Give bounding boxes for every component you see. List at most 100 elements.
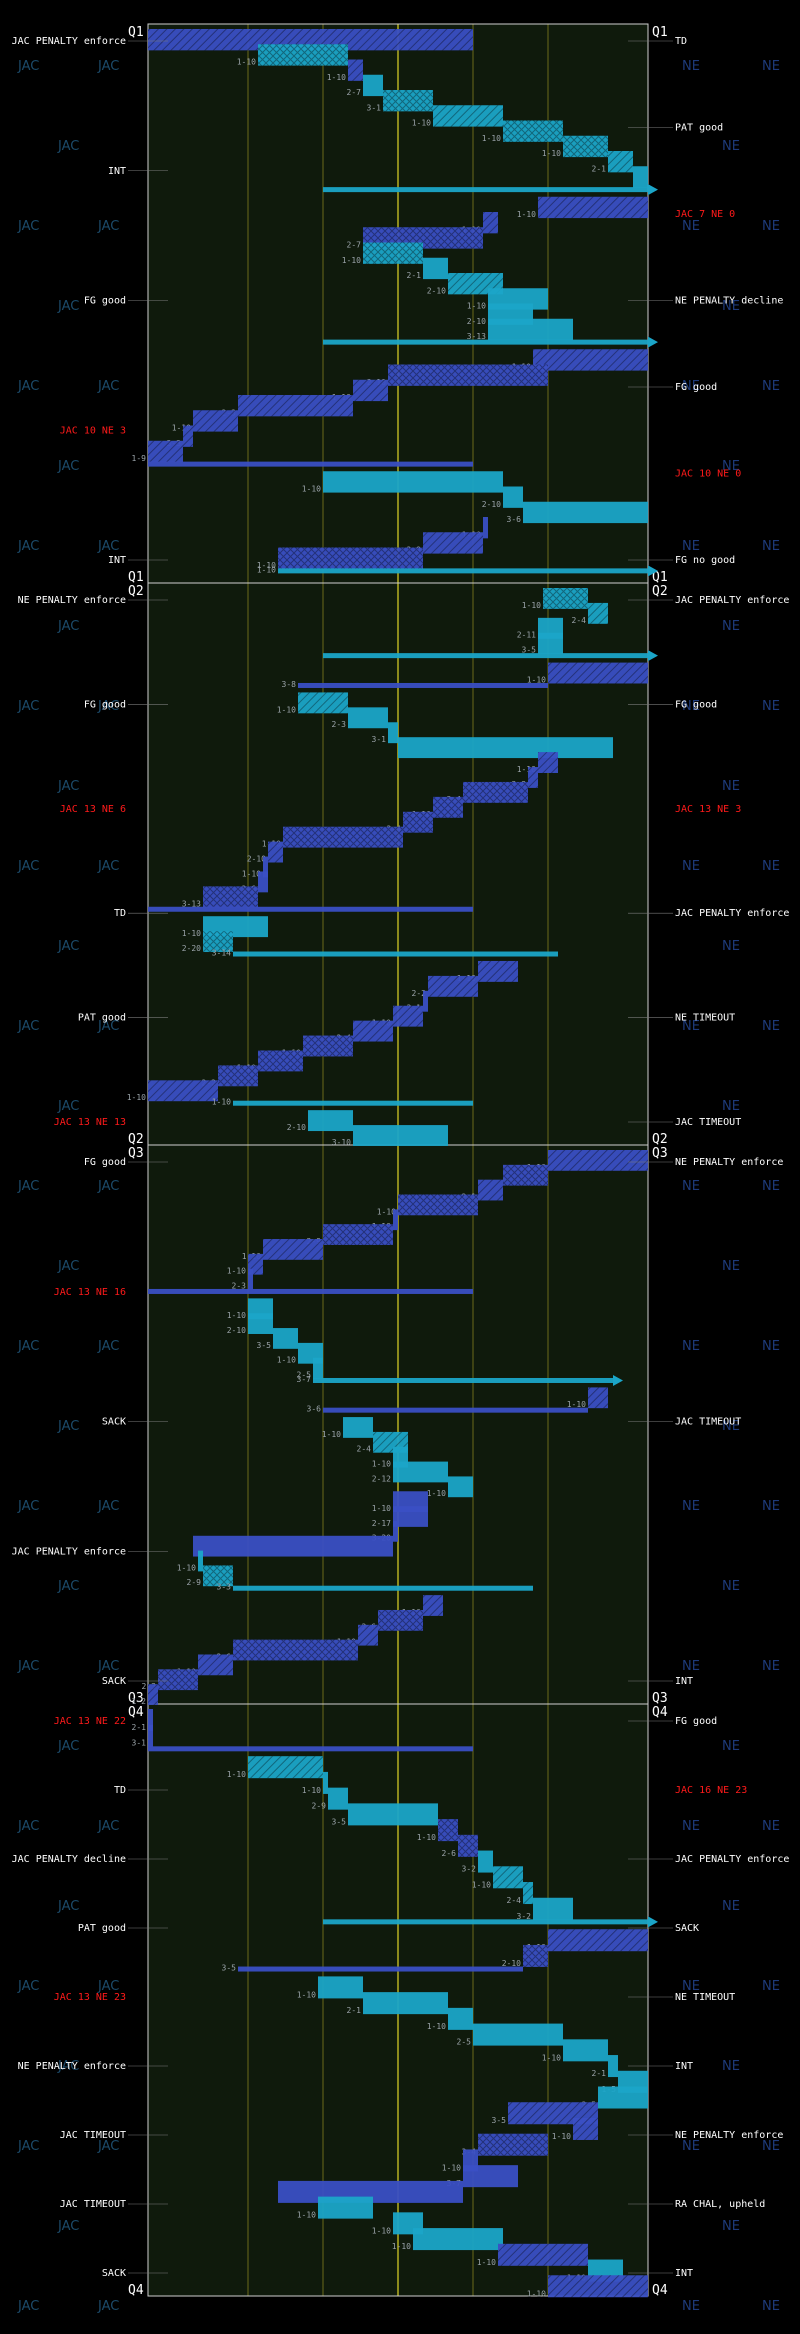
note-left: TD (114, 1785, 126, 1796)
drive-bar-jac (423, 257, 448, 280)
down-distance-label: 3-5 (492, 2116, 507, 2125)
field-border (147, 1703, 649, 2297)
watermark-ne: NE (722, 1419, 740, 1434)
watermark-jac: JAC (57, 1419, 79, 1434)
quarter-label-bottom: Q2 (128, 1132, 144, 1147)
quarter-label-bottom: Q1 (652, 570, 668, 585)
drive-arrowhead (648, 1916, 658, 1928)
down-distance-label: 2-6 (442, 1849, 457, 1858)
down-distance-label: 1-10 (377, 1207, 396, 1216)
down-distance-label: 3-10 (332, 1138, 351, 1147)
down-distance-label: 1-10 (567, 1400, 586, 1409)
drive-bar-ne (393, 1520, 398, 1542)
down-distance-label: 2-7 (347, 88, 362, 97)
watermark-ne: NE (682, 1179, 700, 1194)
watermark-jac: JAC (17, 1979, 39, 1994)
down-distance-label: 2-1 (407, 271, 422, 280)
drive-bar-pattern (258, 1050, 303, 1072)
drive-bar-pattern (548, 2275, 648, 2298)
drive-bar-ne (393, 1506, 428, 1527)
drive-bar-pattern (193, 410, 238, 432)
note-left: JAC PENALTY enforce (12, 1546, 126, 1557)
drive-bar-pattern (543, 588, 588, 609)
note-right: JAC PENALTY enforce (675, 1854, 789, 1865)
watermark-ne: NE (722, 1739, 740, 1754)
down-distance-label: 1-10 (517, 210, 536, 219)
down-distance-label: 1-10 (177, 1563, 196, 1572)
drive-bar-pattern (258, 44, 348, 66)
down-distance-label: 3-6 (507, 515, 522, 524)
down-distance-label: 1-10 (342, 256, 361, 265)
down-distance-label: 1-10 (392, 2242, 411, 2251)
down-distance-label: 2-20 (182, 944, 201, 953)
down-distance-label: 3-2 (517, 1912, 532, 1921)
down-distance-label: 1-10 (477, 2258, 496, 2267)
drive-bar-ne (193, 1535, 393, 1557)
down-distance-label: 1-10 (472, 1880, 491, 1889)
watermark-jac: JAC (97, 1819, 119, 1834)
quarter-label-top: Q2 (128, 584, 144, 599)
down-distance-label: 1-10 (172, 424, 191, 433)
drive-bar-pattern (158, 1669, 198, 1691)
watermark-ne: NE (682, 219, 700, 234)
down-distance-label: 1-10 (442, 2163, 461, 2172)
note-right: FG good (675, 382, 717, 393)
drive-bar-pattern (148, 440, 183, 463)
quarter-label-bottom: Q2 (652, 1132, 668, 1147)
note-right: INT (675, 1676, 693, 1687)
watermark-jac: JAC (97, 699, 119, 714)
down-distance-label: 1-10 (542, 149, 561, 158)
watermark-ne: NE (682, 2139, 700, 2154)
note-right: INT (675, 2268, 693, 2279)
drive-bar-pattern (403, 811, 433, 833)
team-watermarks: JAC JAC NE NE JAC NE JAC JAC NE NE JAC NE JAC JAC NE NE… (17, 59, 780, 2314)
drive-bar-jac (233, 951, 558, 957)
drive-bar-ne (298, 682, 548, 688)
watermark-jac: JAC (57, 779, 79, 794)
watermark-ne: NE (762, 219, 780, 234)
watermark-jac: JAC (97, 219, 119, 234)
drive-bar-pattern (463, 781, 528, 803)
note-left: NE PENALTY enforce (18, 595, 126, 606)
drive-bar-jac (448, 2007, 473, 2030)
drive-bar-pattern (528, 767, 538, 788)
down-distance-label: 2-10 (467, 317, 486, 326)
drive-bar-pattern (263, 1239, 323, 1260)
note-left: SACK (102, 1676, 126, 1687)
drive-bar-jac (388, 722, 398, 744)
drive-bar-pattern (563, 135, 608, 158)
drive-bar-pattern (438, 1819, 458, 1842)
drive-bar-jac (488, 318, 573, 341)
drive-bar-pattern (323, 1224, 393, 1245)
drive-bar-pattern (493, 1866, 523, 1889)
watermark-ne: NE (682, 1499, 700, 1514)
drive-bar-pattern (233, 1639, 358, 1661)
note-left: JAC PENALTY decline (12, 1854, 126, 1865)
drive-bar-pattern (548, 1150, 648, 1171)
quarter-label-bottom: Q4 (652, 2283, 668, 2298)
down-distance-label: 2-4 (357, 1445, 372, 1454)
watermark-jac: JAC (17, 1499, 39, 1514)
drive-bar-pattern (148, 29, 473, 51)
down-distance-label: 3-13 (467, 332, 486, 341)
watermark-jac: JAC (57, 1899, 79, 1914)
note-left: JAC 13 NE 13 (54, 1117, 126, 1128)
drive-bar-jac (323, 653, 648, 659)
note-right: FG good (675, 699, 717, 710)
drive-bar-jac (538, 632, 563, 654)
down-distance-label: 2-10 (247, 855, 266, 864)
down-distance-label: 1-10 (372, 1460, 391, 1469)
watermark-jac: JAC (57, 2219, 79, 2234)
note-left: FG good (84, 296, 126, 307)
down-distance-label: 2-12 (372, 1474, 391, 1483)
note-right: RA CHAL, upheld (675, 2199, 765, 2210)
quarter-label-top: Q4 (128, 1705, 144, 1720)
down-distance-label: 1-10 (302, 485, 321, 494)
quarter-label-bottom: Q3 (652, 1691, 668, 1706)
watermark-ne: NE (762, 1019, 780, 1034)
drive-bar-pattern (503, 120, 563, 142)
drive-bar-ne (238, 1966, 523, 1972)
watermark-jac: JAC (57, 939, 79, 954)
watermark-jac: JAC (17, 859, 39, 874)
watermark-jac: JAC (97, 1019, 119, 1034)
